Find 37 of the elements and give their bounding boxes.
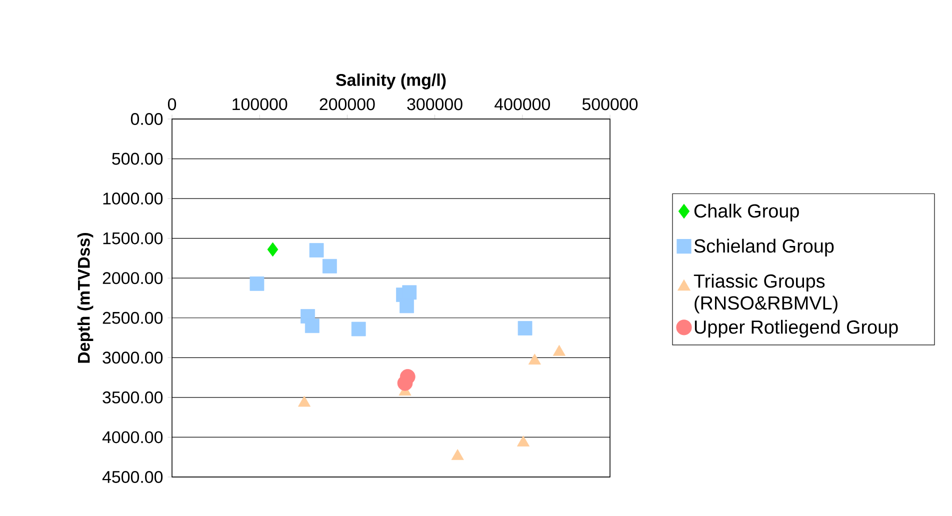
y-tick-label: 2000.00 [102, 272, 163, 284]
y-tick-label: 0.00 [130, 112, 163, 125]
y-tick-label: 3000.00 [102, 352, 163, 364]
point [267, 242, 278, 257]
x-tick-label: 500000 [582, 98, 638, 110]
point [528, 354, 541, 365]
x-tick-label: 400000 [494, 98, 550, 110]
y-tick-label: 3500.00 [102, 391, 163, 404]
point [304, 318, 320, 334]
legend-label: Triassic Groups (RNSO&RBMVL) [694, 274, 838, 314]
point [298, 396, 311, 407]
y-tick-label: 4500.00 [102, 470, 163, 483]
y-tick-label: 2500.00 [102, 312, 163, 324]
point [351, 322, 366, 336]
point [517, 436, 530, 446]
y-tick-label: 500.00 [112, 152, 163, 165]
x-tick-label: 0 [168, 98, 176, 110]
point [397, 375, 413, 391]
x-tick-label: 300000 [407, 98, 462, 110]
point [250, 276, 264, 291]
y-axis-title: Depth (mTVDss) [77, 232, 94, 363]
x-tick-label: 200000 [320, 98, 375, 110]
y-tick-label: 4000.00 [102, 431, 163, 444]
point [518, 321, 532, 336]
point [322, 258, 337, 274]
x-axis-title: Salinity (mg/l) [336, 74, 446, 90]
point [451, 449, 464, 460]
point [400, 298, 414, 314]
y-tick-label: 1000.00 [103, 192, 163, 205]
point [402, 285, 417, 300]
legend-label: Schieland Group [694, 238, 834, 256]
legend-label: Upper Rotliegend Group [694, 320, 898, 338]
point [309, 243, 324, 258]
legend-label: Chalk Group [694, 204, 799, 222]
point [552, 344, 566, 356]
x-tick-label: 100000 [232, 98, 288, 110]
y-tick-label: 1500.00 [103, 232, 163, 244]
